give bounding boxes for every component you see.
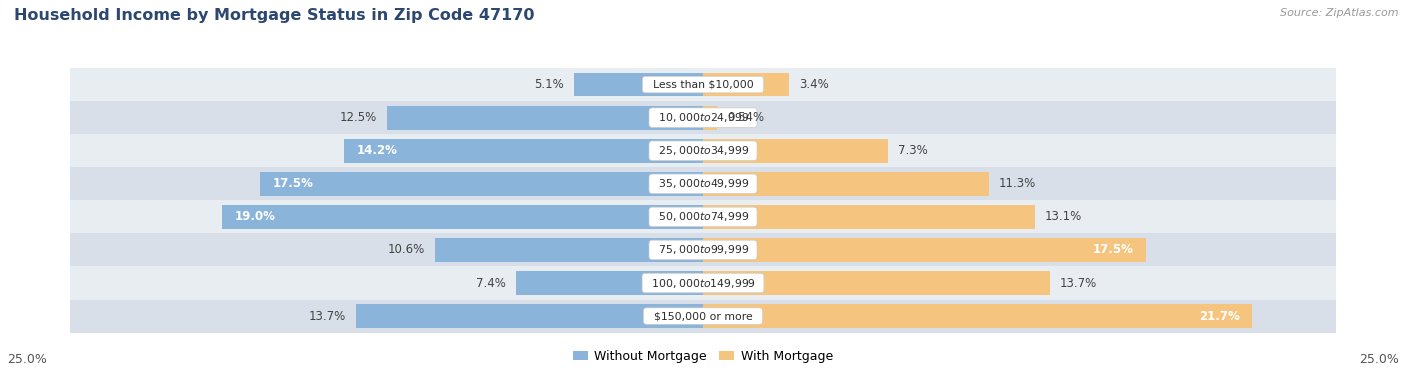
- Bar: [703, 73, 789, 96]
- Text: $150,000 or more: $150,000 or more: [647, 311, 759, 321]
- Text: 3.4%: 3.4%: [799, 78, 830, 91]
- Bar: [703, 271, 1050, 295]
- Text: 17.5%: 17.5%: [273, 177, 314, 190]
- Bar: [70, 200, 1336, 234]
- Text: $100,000 to $149,999: $100,000 to $149,999: [645, 277, 761, 290]
- Bar: [70, 101, 1336, 134]
- Bar: [356, 304, 703, 328]
- Text: 12.5%: 12.5%: [339, 111, 377, 124]
- Text: 10.6%: 10.6%: [388, 243, 425, 256]
- Bar: [574, 73, 703, 96]
- Legend: Without Mortgage, With Mortgage: Without Mortgage, With Mortgage: [568, 345, 838, 368]
- Bar: [703, 106, 717, 130]
- Text: 7.4%: 7.4%: [475, 277, 506, 290]
- Text: $50,000 to $74,999: $50,000 to $74,999: [652, 211, 754, 223]
- Text: 13.7%: 13.7%: [1060, 277, 1097, 290]
- Bar: [70, 266, 1336, 299]
- Bar: [387, 106, 703, 130]
- Text: $25,000 to $34,999: $25,000 to $34,999: [652, 144, 754, 157]
- Text: 11.3%: 11.3%: [1000, 177, 1036, 190]
- Bar: [70, 234, 1336, 266]
- Text: 25.0%: 25.0%: [1360, 353, 1399, 366]
- Text: $35,000 to $49,999: $35,000 to $49,999: [652, 177, 754, 190]
- Text: 13.7%: 13.7%: [309, 310, 346, 322]
- Text: 17.5%: 17.5%: [1092, 243, 1133, 256]
- Bar: [343, 139, 703, 163]
- Text: Source: ZipAtlas.com: Source: ZipAtlas.com: [1281, 8, 1399, 17]
- Text: 25.0%: 25.0%: [7, 353, 46, 366]
- Bar: [703, 139, 887, 163]
- Bar: [70, 299, 1336, 333]
- Bar: [70, 134, 1336, 167]
- Text: Household Income by Mortgage Status in Zip Code 47170: Household Income by Mortgage Status in Z…: [14, 8, 534, 23]
- Bar: [70, 68, 1336, 101]
- Bar: [703, 238, 1146, 262]
- Text: Less than $10,000: Less than $10,000: [645, 80, 761, 90]
- Text: 7.3%: 7.3%: [898, 144, 928, 157]
- Bar: [434, 238, 703, 262]
- Text: 0.54%: 0.54%: [727, 111, 763, 124]
- Bar: [70, 167, 1336, 200]
- Bar: [703, 304, 1253, 328]
- Bar: [516, 271, 703, 295]
- Text: 19.0%: 19.0%: [235, 211, 276, 223]
- Text: $10,000 to $24,999: $10,000 to $24,999: [652, 111, 754, 124]
- Text: 14.2%: 14.2%: [356, 144, 396, 157]
- Bar: [222, 205, 703, 229]
- Text: 5.1%: 5.1%: [534, 78, 564, 91]
- Bar: [703, 205, 1035, 229]
- Bar: [260, 172, 703, 196]
- Bar: [703, 172, 988, 196]
- Text: 13.1%: 13.1%: [1045, 211, 1081, 223]
- Text: 21.7%: 21.7%: [1199, 310, 1240, 322]
- Text: $75,000 to $99,999: $75,000 to $99,999: [652, 243, 754, 256]
